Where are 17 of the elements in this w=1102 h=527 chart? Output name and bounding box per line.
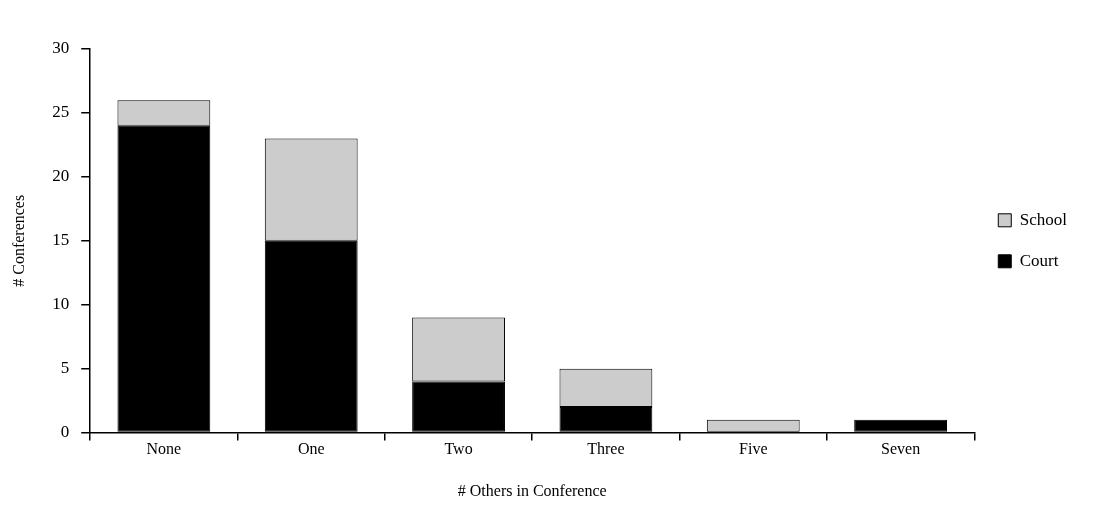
x-tick-label: One	[297, 440, 325, 458]
legend-label: School	[1019, 209, 1068, 229]
y-tick-label: 30	[52, 38, 70, 58]
y-axis-title: # Conferences	[9, 194, 27, 287]
y-tick-label: 5	[60, 358, 70, 378]
x-tick-label: Seven	[881, 440, 921, 458]
y-tick-label: 0	[60, 422, 70, 442]
x-tick-label: Three	[587, 440, 625, 458]
y-tick-label: 15	[52, 230, 70, 250]
y-tick-label: 25	[52, 102, 70, 122]
legend-label: Court	[1019, 250, 1059, 270]
y-tick-label: 20	[52, 166, 70, 186]
x-tick-label: None	[146, 440, 182, 458]
x-tick-label: Two	[444, 440, 473, 458]
x-tick-label: Five	[739, 440, 768, 458]
y-tick-label: 10	[52, 294, 70, 314]
x-axis-title: # Others in Conference	[457, 481, 607, 499]
